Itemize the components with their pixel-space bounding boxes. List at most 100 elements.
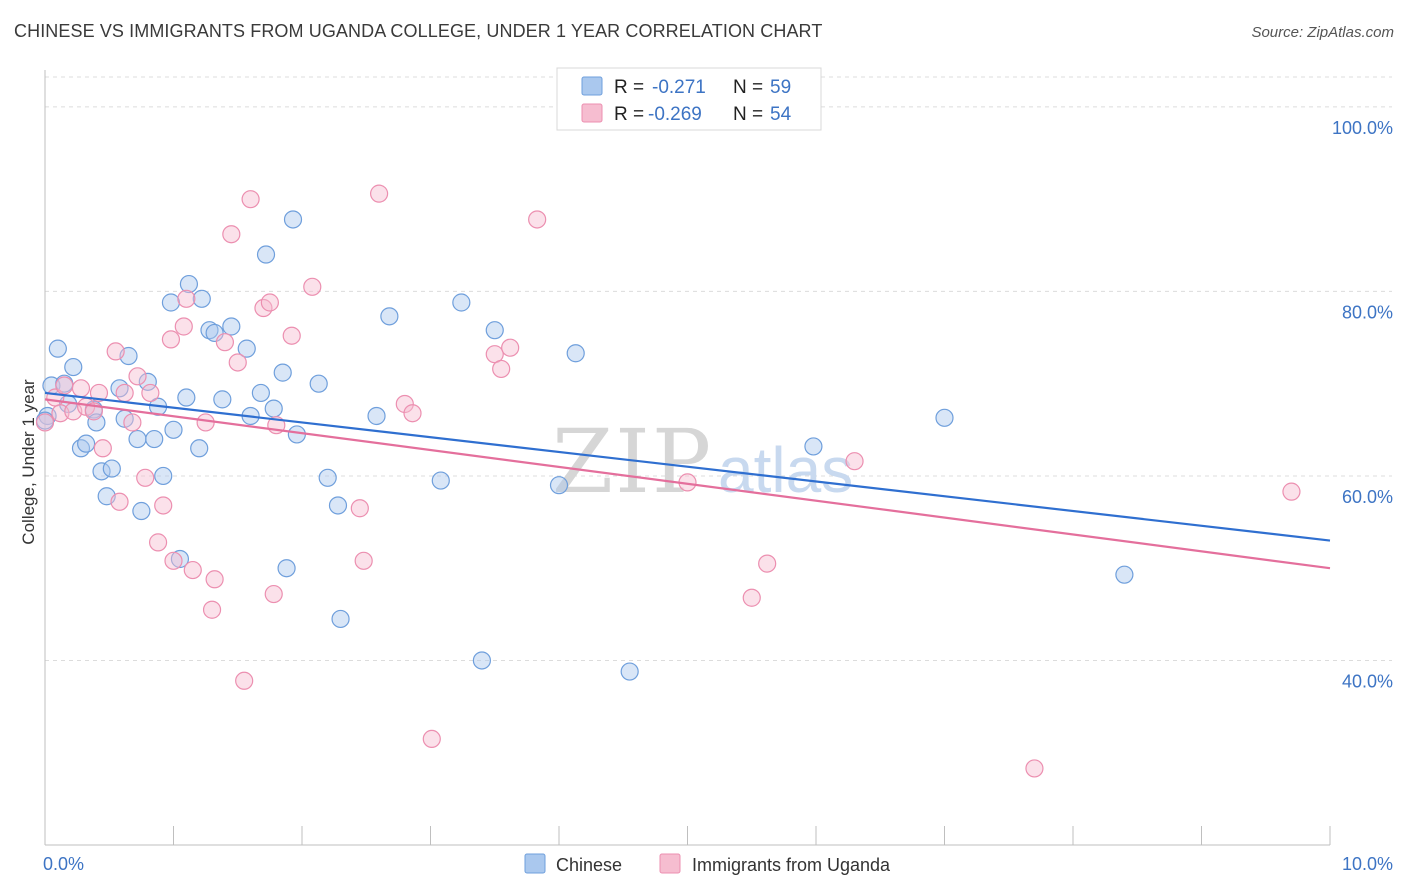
chinese-trend-line <box>44 391 1331 542</box>
uganda-point-13 <box>123 413 142 432</box>
chinese-point-51 <box>485 321 504 340</box>
uganda-point-45 <box>492 359 511 379</box>
uganda-point-19 <box>161 330 181 349</box>
chinese-point-17 <box>132 501 151 521</box>
bottom-legend: Chinese Immigrants from Uganda <box>524 853 891 875</box>
uganda-point-50 <box>758 554 777 573</box>
legend-uganda-swatch <box>659 853 681 874</box>
uganda-point-38 <box>350 499 369 518</box>
uganda-point-11 <box>110 492 129 511</box>
chinese-point-45 <box>331 609 350 629</box>
uganda-point-29 <box>228 353 247 372</box>
chinese-point-19 <box>145 429 164 449</box>
chinese-point-27 <box>190 439 209 458</box>
chinese-point-25 <box>177 388 196 407</box>
chinese-point-50 <box>472 651 491 670</box>
uganda-point-28 <box>222 225 241 244</box>
chinese-point-33 <box>237 339 256 358</box>
x-tick-label-0: 0.0% <box>43 854 84 874</box>
uganda-point-37 <box>303 277 322 296</box>
source-label: Source: ZipAtlas.com <box>1251 24 1394 41</box>
y-tick-label-3: 100.0% <box>1332 118 1393 138</box>
chinese-point-37 <box>264 399 283 418</box>
chinese-point-30 <box>205 323 224 343</box>
chinese-point-52 <box>549 476 569 495</box>
uganda-point-52 <box>1025 759 1044 778</box>
n-label-uganda: N = <box>733 104 763 125</box>
chinese-point-23 <box>164 420 183 439</box>
r-label-chinese: R = <box>614 77 644 98</box>
y-tick-label-2: 80.0% <box>1342 302 1393 322</box>
chinese-point-46 <box>367 406 386 426</box>
r-label-uganda: R = <box>614 104 644 125</box>
uganda-point-22 <box>177 289 196 308</box>
chinese-point-22 <box>161 293 181 312</box>
watermark-atlas: atlas <box>718 434 853 506</box>
chinese-point-43 <box>318 468 337 487</box>
chinese-point-55 <box>804 437 823 456</box>
chinese-point-24 <box>170 549 190 569</box>
uganda-point-40 <box>370 184 389 203</box>
chinese-point-28 <box>192 289 211 308</box>
chinese-point-53 <box>566 344 585 363</box>
uganda-point-12 <box>115 383 134 403</box>
chinese-point-29 <box>200 321 219 340</box>
legend-chinese-swatch <box>524 853 546 874</box>
r-value-uganda: -0.269 <box>648 104 702 125</box>
uganda-point-34 <box>264 584 283 604</box>
uganda-point-43 <box>422 729 441 748</box>
chinese-point-32 <box>222 317 241 336</box>
chinese-point-9 <box>87 413 106 432</box>
uganda-point-20 <box>164 551 183 570</box>
chinese-point-47 <box>380 307 399 326</box>
uganda-point-41 <box>395 394 414 414</box>
n-value-chinese: 59 <box>770 77 791 98</box>
uganda-point-51 <box>845 452 864 471</box>
chinese-point-40 <box>283 210 303 229</box>
chinese-point-35 <box>251 383 270 403</box>
y-axis-label: College, Under 1 year <box>19 379 38 545</box>
legend-uganda-label: Immigrants from Uganda <box>692 855 891 875</box>
uganda-point-17 <box>148 533 168 552</box>
uganda-point-8 <box>89 383 109 403</box>
n-label-chinese: N = <box>733 77 763 98</box>
chinese-point-56 <box>935 408 954 427</box>
grid-lines <box>45 76 1392 661</box>
uganda-point-53 <box>1282 482 1301 501</box>
uganda-point-5 <box>71 379 91 398</box>
chinese-point-26 <box>179 274 199 294</box>
data-points <box>35 184 1301 778</box>
chinese-point-16 <box>128 429 147 449</box>
y-tick-label-1: 60.0% <box>1342 487 1393 507</box>
uganda-point-27 <box>215 333 234 352</box>
tick-labels: 40.0% 60.0% 80.0% 100.0% 0.0% 10.0% <box>43 118 1393 874</box>
chinese-point-12 <box>102 459 121 478</box>
chinese-point-2 <box>48 339 67 358</box>
uganda-point-23 <box>183 560 202 580</box>
chinese-point-57 <box>1115 565 1134 584</box>
uganda-point-21 <box>174 317 193 336</box>
chinese-point-5 <box>64 357 83 377</box>
stats-legend: R = -0.271 N = 59 R = -0.269 N = 54 <box>556 67 822 131</box>
axes <box>44 70 1331 846</box>
uganda-point-14 <box>128 367 147 386</box>
chinese-point-31 <box>213 390 232 409</box>
uganda-point-25 <box>202 600 222 619</box>
x-tick-label-1: 10.0% <box>1342 854 1393 874</box>
uganda-point-24 <box>196 413 215 432</box>
y-tick-label-0: 40.0% <box>1342 671 1393 691</box>
chinese-point-7 <box>77 434 96 453</box>
uganda-point-36 <box>282 326 301 345</box>
uganda-point-10 <box>106 342 125 361</box>
chinese-swatch <box>581 76 603 96</box>
uganda-trend-line <box>44 398 1331 570</box>
chinese-point-18 <box>138 372 157 391</box>
uganda-point-9 <box>93 439 112 458</box>
chinese-point-38 <box>273 363 292 382</box>
uganda-point-47 <box>528 210 547 229</box>
chinese-point-10 <box>92 462 111 481</box>
watermark: ZIP atlas <box>552 410 853 513</box>
chart-title: CHINESE VS IMMIGRANTS FROM UGANDA COLLEG… <box>14 21 823 41</box>
chinese-point-54 <box>620 662 639 681</box>
chinese-point-39 <box>277 559 296 578</box>
